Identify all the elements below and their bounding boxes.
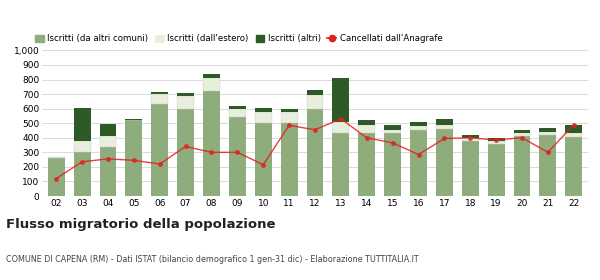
- Bar: [410, 122, 427, 126]
- Bar: [488, 138, 505, 141]
- Bar: [281, 123, 298, 196]
- Bar: [462, 141, 479, 196]
- Bar: [332, 122, 349, 133]
- Bar: [281, 109, 298, 112]
- Bar: [151, 104, 168, 196]
- Bar: [177, 109, 194, 196]
- Bar: [255, 123, 272, 196]
- Bar: [100, 147, 116, 196]
- Bar: [255, 108, 272, 111]
- Bar: [74, 152, 91, 196]
- Bar: [384, 125, 401, 130]
- Bar: [74, 108, 91, 141]
- Bar: [410, 126, 427, 130]
- Bar: [462, 138, 479, 141]
- Bar: [332, 78, 349, 122]
- Bar: [358, 133, 375, 196]
- Bar: [384, 130, 401, 133]
- Bar: [565, 125, 582, 133]
- Bar: [384, 133, 401, 196]
- Bar: [539, 135, 556, 196]
- Bar: [565, 133, 582, 137]
- Bar: [514, 136, 530, 196]
- Bar: [488, 141, 505, 144]
- Bar: [358, 120, 375, 125]
- Bar: [203, 91, 220, 196]
- Bar: [307, 90, 323, 95]
- Bar: [255, 111, 272, 123]
- Bar: [74, 141, 91, 152]
- Bar: [514, 133, 530, 136]
- Text: COMUNE DI CAPENA (RM) - Dati ISTAT (bilancio demografico 1 gen-31 dic) - Elabora: COMUNE DI CAPENA (RM) - Dati ISTAT (bila…: [6, 255, 419, 264]
- Bar: [177, 93, 194, 96]
- Bar: [203, 78, 220, 91]
- Bar: [203, 74, 220, 78]
- Bar: [151, 94, 168, 104]
- Legend: Iscritti (da altri comuni), Iscritti (dall'estero), Iscritti (altri), Cancellati: Iscritti (da altri comuni), Iscritti (da…: [35, 34, 442, 43]
- Bar: [151, 92, 168, 94]
- Bar: [48, 158, 65, 196]
- Bar: [229, 106, 246, 109]
- Bar: [410, 130, 427, 196]
- Bar: [281, 112, 298, 123]
- Bar: [462, 135, 479, 138]
- Bar: [565, 137, 582, 196]
- Bar: [514, 130, 530, 133]
- Bar: [488, 144, 505, 196]
- Bar: [358, 125, 375, 133]
- Bar: [100, 136, 116, 147]
- Bar: [539, 132, 556, 135]
- Bar: [332, 133, 349, 196]
- Bar: [436, 129, 453, 196]
- Bar: [539, 128, 556, 132]
- Bar: [48, 157, 65, 158]
- Text: Flusso migratorio della popolazione: Flusso migratorio della popolazione: [6, 218, 275, 231]
- Bar: [229, 109, 246, 117]
- Bar: [436, 125, 453, 129]
- Bar: [177, 96, 194, 109]
- Bar: [100, 124, 116, 136]
- Bar: [307, 95, 323, 109]
- Bar: [125, 119, 142, 120]
- Bar: [307, 109, 323, 196]
- Bar: [229, 117, 246, 196]
- Bar: [436, 119, 453, 125]
- Bar: [125, 120, 142, 196]
